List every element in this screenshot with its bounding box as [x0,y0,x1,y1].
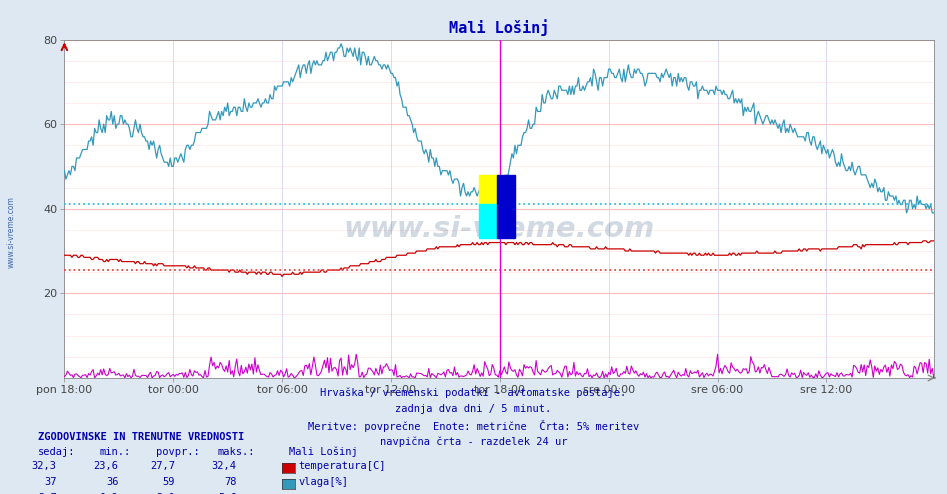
Text: 27,7: 27,7 [151,461,175,471]
Text: sedaj:: sedaj: [38,448,76,457]
Text: 32,4: 32,4 [212,461,237,471]
Text: hitrost vetra[m/s]: hitrost vetra[m/s] [298,493,411,494]
Text: 23,6: 23,6 [94,461,118,471]
Text: 37: 37 [45,477,57,487]
Text: Mali Lošinj: Mali Lošinj [289,447,358,457]
Text: temperatura[C]: temperatura[C] [298,461,385,471]
Text: www.si-vreme.com: www.si-vreme.com [344,215,654,243]
Polygon shape [478,205,500,238]
Text: maks.:: maks.: [218,448,256,457]
Text: min.:: min.: [99,448,131,457]
Text: www.si-vreme.com: www.si-vreme.com [7,196,16,268]
Polygon shape [478,175,500,205]
Text: 32,3: 32,3 [32,461,57,471]
Text: 3,0: 3,0 [156,493,175,494]
Text: Meritve: povprečne  Enote: metrične  Črta: 5% meritev: Meritve: povprečne Enote: metrične Črta:… [308,420,639,432]
Polygon shape [497,175,515,238]
Text: 59: 59 [163,477,175,487]
Text: 3,7: 3,7 [38,493,57,494]
Text: 78: 78 [224,477,237,487]
Text: navpična črta - razdelek 24 ur: navpična črta - razdelek 24 ur [380,437,567,447]
Text: vlaga[%]: vlaga[%] [298,477,348,487]
Text: ZGODOVINSKE IN TRENUTNE VREDNOSTI: ZGODOVINSKE IN TRENUTNE VREDNOSTI [38,432,244,442]
Text: povpr.:: povpr.: [156,448,200,457]
Text: zadnja dva dni / 5 minut.: zadnja dva dni / 5 minut. [396,404,551,414]
Text: 0,9: 0,9 [99,493,118,494]
Title: Mali Lošinj: Mali Lošinj [449,19,549,36]
Text: 36: 36 [106,477,118,487]
Text: 5,6: 5,6 [218,493,237,494]
Text: Hrvaška / vremenski podatki - avtomatske postaje.: Hrvaška / vremenski podatki - avtomatske… [320,388,627,398]
